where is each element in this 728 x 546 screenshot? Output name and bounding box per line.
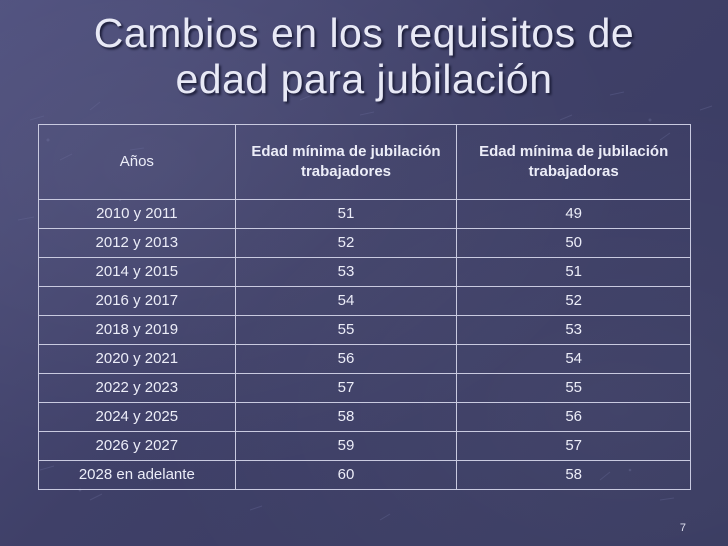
- table-row: 2010 y 2011 51 49: [38, 199, 691, 229]
- cell-men-age: 59: [234, 431, 458, 461]
- table-row: 2012 y 2013 52 50: [38, 228, 691, 258]
- cell-men-age: 52: [234, 228, 458, 258]
- table-row: 2028 en adelante 60 58: [38, 460, 691, 490]
- cell-women-age: 57: [456, 431, 691, 461]
- table-row: 2024 y 2025 58 56: [38, 402, 691, 432]
- cell-women-age: 49: [456, 199, 691, 229]
- cell-years: 2014 y 2015: [38, 257, 236, 287]
- table-row: 2022 y 2023 57 55: [38, 373, 691, 403]
- cell-years: 2024 y 2025: [38, 402, 236, 432]
- cell-women-age: 50: [456, 228, 691, 258]
- cell-years: 2020 y 2021: [38, 344, 236, 374]
- cell-men-age: 53: [234, 257, 458, 287]
- cell-years: 2010 y 2011: [38, 199, 236, 229]
- table-row: 2018 y 2019 55 53: [38, 315, 691, 345]
- cell-men-age: 60: [234, 460, 458, 490]
- slide-number: 7: [679, 522, 686, 534]
- cell-men-age: 51: [234, 199, 458, 229]
- table-row: 2016 y 2017 54 52: [38, 286, 691, 316]
- header-min-age-men: Edad mínima de jubilación trabajadores: [234, 124, 458, 200]
- cell-men-age: 56: [234, 344, 458, 374]
- table-row: 2026 y 2027 59 57: [38, 431, 691, 461]
- slide-title: Cambios en los requisitos de edad para j…: [0, 10, 728, 102]
- cell-men-age: 54: [234, 286, 458, 316]
- cell-women-age: 52: [456, 286, 691, 316]
- slide-title-line-2: edad para jubilación: [175, 56, 553, 102]
- cell-years: 2026 y 2027: [38, 431, 236, 461]
- cell-men-age: 55: [234, 315, 458, 345]
- cell-years: 2022 y 2023: [38, 373, 236, 403]
- cell-men-age: 58: [234, 402, 458, 432]
- table-row: 2020 y 2021 56 54: [38, 344, 691, 374]
- cell-men-age: 57: [234, 373, 458, 403]
- retirement-age-table: Años Edad mínima de jubilación trabajado…: [38, 124, 691, 490]
- cell-women-age: 51: [456, 257, 691, 287]
- header-min-age-women: Edad mínima de jubilación trabajadoras: [456, 124, 691, 200]
- cell-years: 2028 en adelante: [38, 460, 236, 490]
- cell-women-age: 54: [456, 344, 691, 374]
- slide-title-line-1: Cambios en los requisitos de: [93, 10, 635, 56]
- table-header-row: Años Edad mínima de jubilación trabajado…: [38, 124, 691, 200]
- cell-years: 2016 y 2017: [38, 286, 236, 316]
- cell-years: 2012 y 2013: [38, 228, 236, 258]
- cell-women-age: 53: [456, 315, 691, 345]
- cell-women-age: 55: [456, 373, 691, 403]
- cell-years: 2018 y 2019: [38, 315, 236, 345]
- cell-women-age: 58: [456, 460, 691, 490]
- header-years: Años: [38, 124, 236, 200]
- cell-women-age: 56: [456, 402, 691, 432]
- table-row: 2014 y 2015 53 51: [38, 257, 691, 287]
